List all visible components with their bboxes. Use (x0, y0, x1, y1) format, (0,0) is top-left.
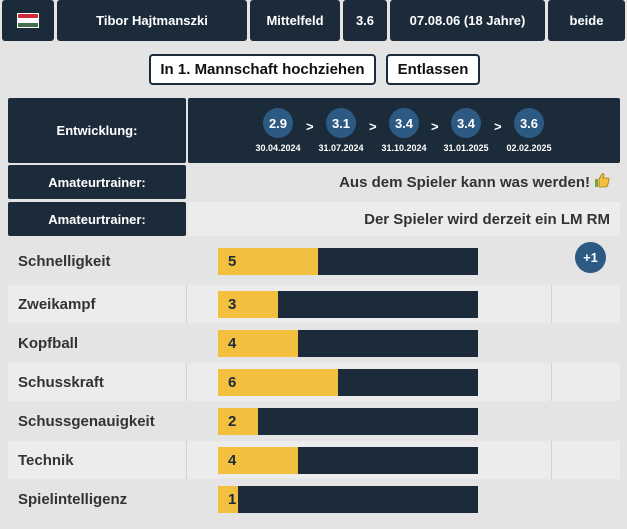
skill-bar: 4 (218, 447, 478, 474)
skill-name: Technik (18, 451, 74, 469)
hungary-flag-icon (17, 13, 39, 28)
skill-value: 1 (228, 491, 237, 508)
skill-row: Schussgenauigkeit 2 (8, 402, 620, 440)
skill-name: Zweikampf (18, 295, 96, 313)
skill-value: 3 (228, 296, 237, 313)
skill-bar-fill (218, 408, 258, 435)
development-arrow: > (369, 119, 377, 134)
development-label: Entwicklung: (8, 98, 186, 163)
skill-name: Schnelligkeit (18, 252, 111, 270)
skill-value: 4 (228, 335, 237, 352)
skill-bar: 2 (218, 408, 478, 435)
skill-row: Zweikampf 3 (8, 285, 620, 323)
skill-bar: 4 (218, 330, 478, 357)
player-name: Tibor Hajtmanszki (57, 0, 247, 41)
skill-row: Spielintelligenz 1 (8, 480, 620, 518)
player-foot: beide (548, 0, 625, 41)
development-date: 31.10.2024 (381, 143, 427, 153)
development-value: 3.1 (326, 108, 356, 138)
development-value: 2.9 (263, 108, 293, 138)
skill-name: Schussgenauigkeit (18, 412, 155, 430)
development-timeline: 2.9 30.04.2024 > 3.1 31.07.2024 > 3.4 31… (188, 98, 620, 163)
development-date: 31.01.2025 (443, 143, 489, 153)
trainer-comment: Aus dem Spieler kann was werden! (188, 165, 620, 199)
development-date: 31.07.2024 (318, 143, 364, 153)
trainer-comment-text: Aus dem Spieler kann was werden! (339, 173, 590, 191)
skill-bar: 3 (218, 291, 478, 318)
development-date: 30.04.2024 (255, 143, 301, 153)
skill-bar-fill (218, 248, 318, 275)
skill-bar: 5 (218, 248, 478, 275)
skill-bar-fill (218, 486, 238, 513)
skill-bar-fill (218, 291, 278, 318)
development-value: 3.4 (451, 108, 481, 138)
skill-row: Kopfball 4 (8, 324, 620, 362)
skill-row: Schnelligkeit 5 (8, 242, 620, 280)
thumbs-up-icon (594, 172, 610, 192)
development-arrow: > (494, 119, 502, 134)
nationality-cell (2, 0, 54, 41)
development-arrow: > (431, 119, 439, 134)
trainer-label: Amateurtrainer: (8, 165, 186, 199)
development-value: 3.6 (514, 108, 544, 138)
skill-row: Schusskraft 6 (8, 363, 620, 401)
development-arrow: > (306, 119, 314, 134)
skill-value: 4 (228, 452, 237, 469)
skill-name: Spielintelligenz (18, 490, 128, 508)
development-value: 3.4 (389, 108, 419, 138)
skill-bar-fill (218, 369, 338, 396)
skill-bonus-badge[interactable]: +1 (575, 242, 606, 273)
skill-name: Kopfball (18, 334, 78, 352)
skill-value: 5 (228, 253, 237, 270)
skill-bar-fill (218, 447, 298, 474)
trainer-comment-text: Der Spieler wird derzeit ein LM RM (364, 210, 610, 228)
dismiss-button[interactable]: Entlassen (386, 54, 480, 85)
player-strength: 3.6 (343, 0, 387, 41)
player-position: Mittelfeld (250, 0, 340, 41)
skill-row: Technik 4 (8, 441, 620, 479)
skill-bar: 6 (218, 369, 478, 396)
player-birthdate: 07.08.06 (18 Jahre) (390, 0, 545, 41)
skill-value: 6 (228, 374, 237, 391)
trainer-comment: Der Spieler wird derzeit ein LM RM (188, 202, 620, 236)
trainer-label: Amateurtrainer: (8, 202, 186, 236)
promote-button[interactable]: In 1. Mannschaft hochziehen (149, 54, 376, 85)
development-date: 02.02.2025 (506, 143, 552, 153)
skill-name: Schusskraft (18, 373, 104, 391)
skill-bar-fill (218, 330, 298, 357)
skill-value: 2 (228, 413, 237, 430)
skill-bar: 1 (218, 486, 478, 513)
